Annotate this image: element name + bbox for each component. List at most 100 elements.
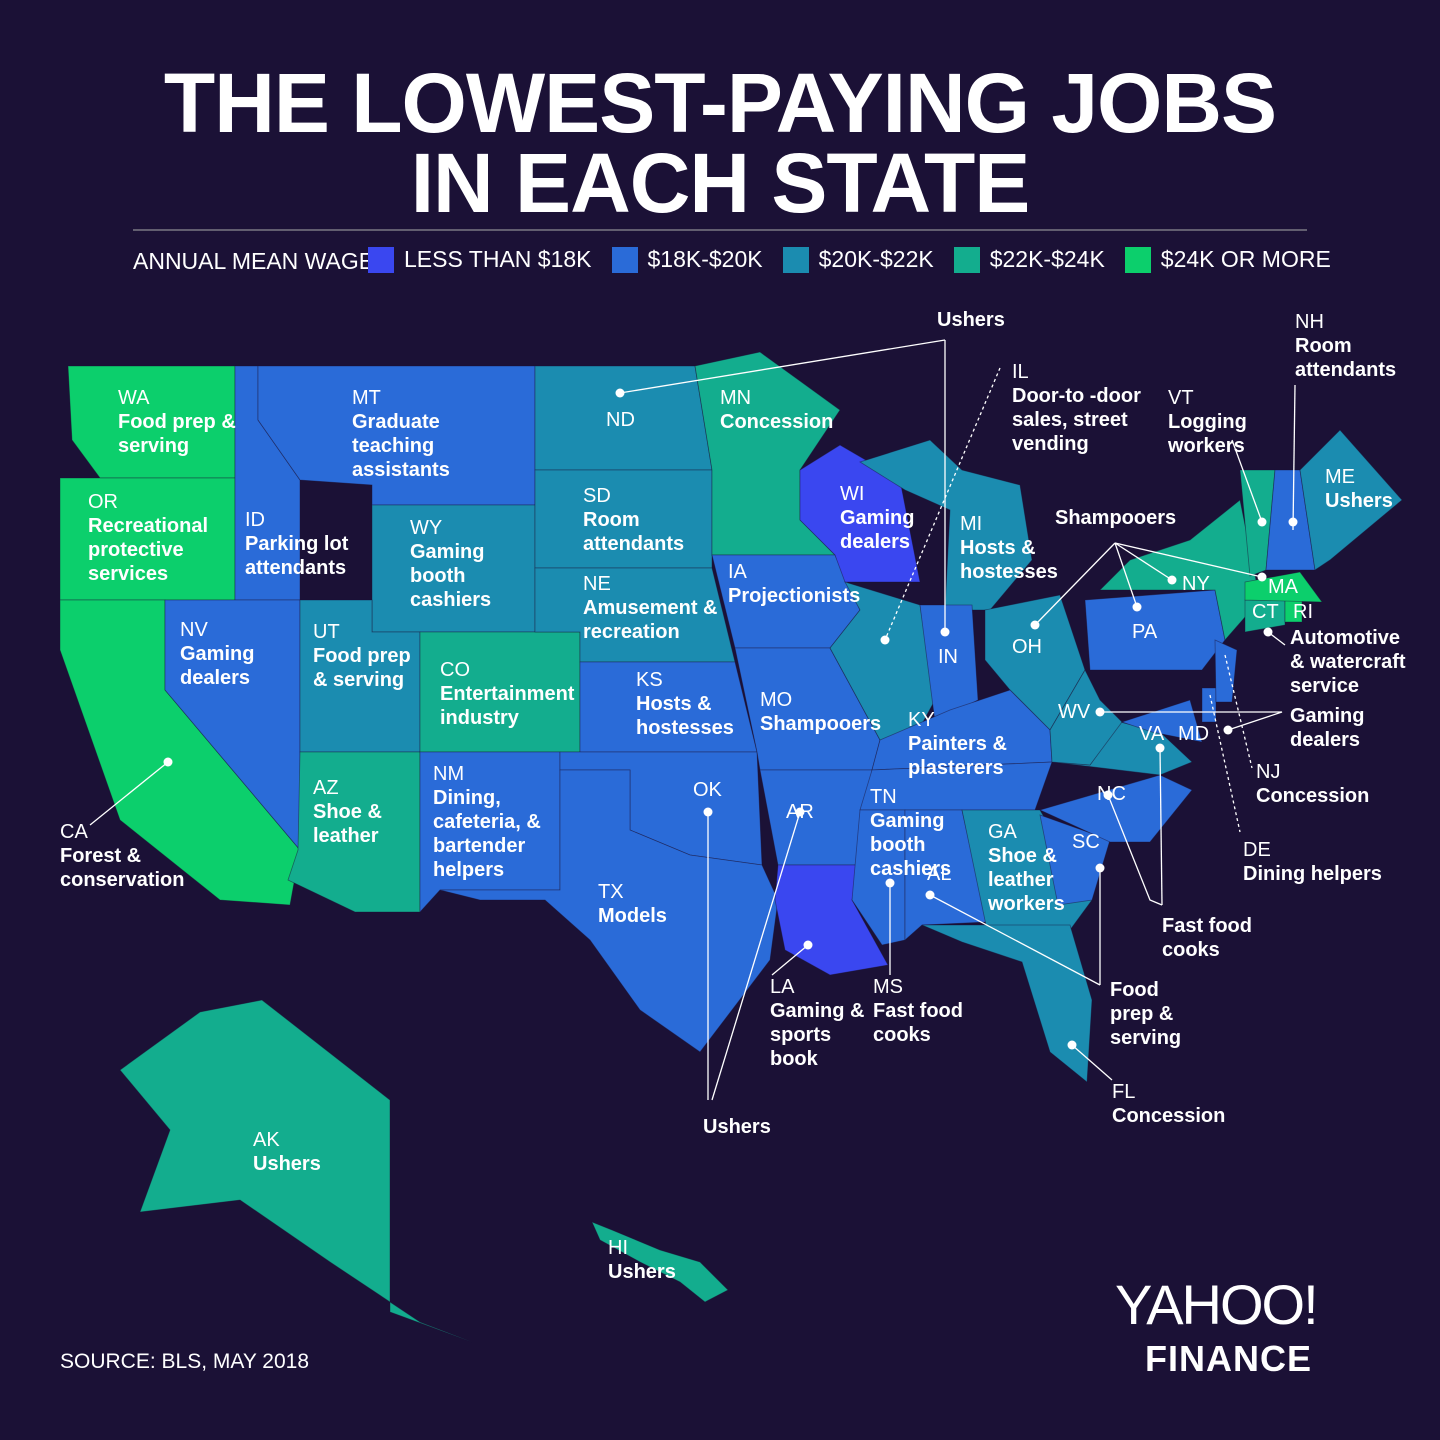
state-label: LA Gaming & sports book [770, 975, 870, 1071]
state-abbr: GA [988, 821, 1017, 843]
state-label: CO Entertainment industry [440, 658, 580, 730]
state-job: Ushers [253, 1153, 321, 1175]
legend-swatch [1124, 246, 1151, 273]
state-shape [851, 809, 906, 946]
state-label: WY Gaming booth cashiers [410, 516, 510, 612]
state-abbr: HI [608, 1237, 628, 1259]
state-job: Concession [1256, 785, 1370, 807]
state-label: AR [786, 800, 826, 824]
legend-swatch [611, 246, 638, 273]
leader-line [711, 811, 801, 1101]
state-label: ID Parking lot attendants [245, 508, 375, 580]
state-abbr: LA [770, 976, 795, 998]
legend-text: $24K OR MORE [1160, 246, 1331, 272]
state-abbr: NJ [1256, 761, 1281, 783]
state-job: Room attendants [1295, 335, 1397, 381]
state-label: WA Food prep & serving [118, 386, 248, 458]
state-label: NC [1097, 782, 1137, 806]
state-abbr: CT [1252, 601, 1279, 623]
leader-dot [703, 807, 713, 817]
leader-dot [1095, 863, 1105, 873]
state-label: ME Ushers [1325, 465, 1405, 513]
callout-text: Food prep & serving [1110, 979, 1182, 1049]
state-label: MT Graduate teaching assistants [352, 386, 462, 482]
state-shape [1120, 699, 1203, 743]
state-abbr: AK [253, 1129, 280, 1151]
state-job: Gaming dealers [180, 643, 255, 689]
callout: Automotive & watercraft service [1290, 626, 1415, 698]
callout: Shampooers [1055, 506, 1195, 530]
leader-dot [795, 807, 805, 817]
legend-text: LESS THAN $18K [404, 246, 592, 272]
leader-dot [925, 890, 935, 900]
state-shape [119, 999, 473, 1343]
state-label: HI Ushers [608, 1236, 688, 1284]
state-label: FL Concession [1112, 1080, 1232, 1128]
state-label: OR Recreational protective services [88, 490, 228, 586]
callout-text: Shampooers [1055, 507, 1177, 529]
state-label: VT Logging workers [1168, 386, 1268, 458]
state-label: NE Amusement & recreation [583, 572, 723, 644]
state-job: Ushers [608, 1261, 676, 1283]
state-label: MI Hosts & hostesses [960, 512, 1070, 584]
state-abbr: AZ [313, 777, 339, 799]
state-label: OH [1012, 635, 1062, 659]
leader-line [619, 339, 946, 394]
state-job: Forest & conservation [60, 845, 185, 891]
state-label: UT Food prep & serving [313, 620, 413, 692]
state-shape [1084, 589, 1226, 671]
leader-line [1107, 794, 1163, 906]
leader-dot [1257, 517, 1267, 527]
state-job: Gaming & sports book [770, 1000, 865, 1070]
legend-label: ANNUAL MEAN WAGE: [133, 248, 381, 274]
legend-text: $22K-$24K [989, 246, 1105, 272]
state-abbr: NV [180, 619, 208, 641]
leader-dot [163, 757, 173, 767]
state-job: Hosts & hostesses [960, 537, 1058, 583]
leader-line [1224, 654, 1253, 769]
state-shape [919, 604, 979, 723]
state-abbr: NY [1182, 573, 1210, 595]
callout: Gaming dealers [1290, 704, 1380, 752]
state-job: Door-to -door sales, street vending [1012, 385, 1141, 455]
callout: Fast food cooks [1162, 914, 1262, 962]
state-label: NV Gaming dealers [180, 618, 280, 690]
state-label: MN Concession [720, 386, 840, 434]
state-abbr: ME [1325, 466, 1355, 488]
legend-item: $22K-$24K [953, 246, 1105, 273]
state-job: Amusement & recreation [583, 597, 718, 643]
state-label: KS Hosts & hostesses [636, 668, 746, 740]
state-abbr: CA [60, 821, 88, 843]
state-abbr: OH [1012, 636, 1042, 658]
state-job: Shoe & leather workers [988, 845, 1065, 915]
state-shape [439, 769, 779, 1053]
leader-dot [880, 635, 890, 645]
state-label: PA [1132, 620, 1172, 644]
leader-line [1231, 439, 1263, 523]
state-label: AZ Shoe & leather [313, 776, 403, 848]
legend-text: $20K-$22K [818, 246, 934, 272]
callout-text: Fast food cooks [1162, 915, 1252, 961]
callout-text: Gaming dealers [1290, 705, 1365, 751]
leader-line [1292, 384, 1296, 531]
leader-dot [1257, 572, 1267, 582]
state-label: ND [606, 408, 646, 432]
state-label: TX Models [598, 880, 678, 928]
title-line: THE LOWEST-PAYING JOBS [163, 56, 1277, 150]
leader-dot [1167, 575, 1177, 585]
state-shape [921, 924, 1093, 1083]
state-shape [904, 809, 988, 941]
leader-dot [1288, 517, 1298, 527]
leader-dot [940, 627, 950, 637]
state-abbr: ID [245, 509, 265, 531]
state-label: SD Room attendants [583, 484, 703, 556]
state-abbr: MA [1268, 576, 1298, 598]
state-job: Fast food cooks [873, 1000, 963, 1046]
leader-dot [1155, 743, 1165, 753]
state-label: MD [1178, 722, 1218, 746]
state-label: IL Door-to -door sales, street vending [1012, 360, 1157, 456]
state-label: NY [1182, 572, 1222, 596]
leader-dot [1103, 790, 1113, 800]
leader-line [1209, 694, 1241, 833]
